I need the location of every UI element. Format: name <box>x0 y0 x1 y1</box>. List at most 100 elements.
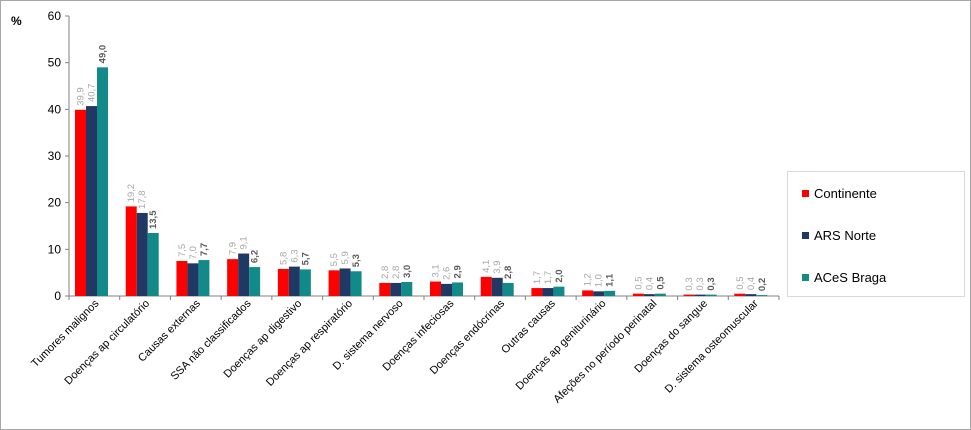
y-tick-label: 50 <box>48 56 62 70</box>
bar-aces-braga <box>147 233 159 296</box>
legend-item-aces-braga: ACeS Braga <box>802 269 887 285</box>
data-label: 0,4 <box>644 277 655 290</box>
bar-aces-braga <box>350 271 362 296</box>
y-tick-label: 30 <box>48 149 62 163</box>
bar-continente <box>582 290 594 296</box>
data-label: 39,9 <box>76 87 87 106</box>
data-label: 0,3 <box>706 277 717 290</box>
y-tick-label: 20 <box>48 196 62 210</box>
data-label: 3,0 <box>402 265 413 278</box>
data-label: 0,3 <box>695 277 706 290</box>
data-label: 5,3 <box>351 254 362 267</box>
data-label: 7,9 <box>228 242 239 255</box>
y-axis-label: % <box>11 14 22 28</box>
data-label: 3,1 <box>431 264 442 277</box>
data-label: 0,4 <box>746 277 757 290</box>
bar-aces-braga <box>401 282 413 296</box>
bar-ars-norte <box>339 268 351 296</box>
bar-aces-braga <box>654 293 666 296</box>
legend-label-aces-braga: ACeS Braga <box>814 269 887 285</box>
data-label: 5,9 <box>340 251 351 264</box>
data-label: 1,0 <box>594 274 605 287</box>
bar-continente <box>632 293 644 296</box>
data-label: 4,1 <box>481 260 492 273</box>
data-label: 7,5 <box>177 244 188 257</box>
bar-ars-norte <box>86 106 97 296</box>
bar-continente <box>734 293 746 296</box>
data-label: 0,2 <box>757 278 768 291</box>
data-label: 3,9 <box>492 261 503 274</box>
bar-continente <box>328 270 340 296</box>
bar-ars-norte <box>542 288 554 296</box>
data-label: 7,0 <box>188 246 199 259</box>
data-label: 6,2 <box>250 250 261 263</box>
legend-swatch-ars-norte <box>802 231 809 239</box>
bar-continente <box>480 276 492 296</box>
bar-ars-norte <box>238 253 250 296</box>
bar-ars-norte <box>643 294 655 296</box>
data-label: 1,7 <box>543 271 554 284</box>
legend-label-continente: Continente <box>814 185 877 201</box>
data-label: 17,8 <box>137 190 148 209</box>
bar-aces-braga <box>604 290 616 296</box>
x-tick-label: Afeções no período perinatal <box>551 298 659 406</box>
data-label: 5,5 <box>329 253 340 266</box>
bar-continente <box>277 268 289 296</box>
bar-ars-norte <box>441 283 452 296</box>
bar-aces-braga <box>452 282 463 296</box>
bar-ars-norte <box>593 291 605 296</box>
bar-ars-norte <box>390 282 402 296</box>
data-label: 1,7 <box>532 271 543 284</box>
bar-ars-norte <box>136 212 148 296</box>
legend-label-ars-norte: ARS Norte <box>814 227 877 243</box>
data-label: 9,1 <box>239 236 250 249</box>
x-tick-label: Doenças ap circulatório <box>62 298 152 388</box>
bar-aces-braga <box>705 294 717 296</box>
bar-continente <box>379 282 391 296</box>
legend-swatch-aces-braga <box>802 273 809 281</box>
x-tick-label: Doenças ap geniturinário <box>514 298 609 393</box>
bar-continente <box>125 206 137 296</box>
bar-ars-norte <box>491 277 503 296</box>
x-tick-label: Doenças ap respiratório <box>264 298 355 389</box>
data-label: 19,2 <box>126 184 137 203</box>
legend: Continente ARS Norte ACeS Braga <box>787 171 965 297</box>
data-label: 0,3 <box>684 277 695 290</box>
data-label: 1,1 <box>605 273 616 287</box>
legend-swatch-continente <box>802 189 809 197</box>
data-label: 49,0 <box>98 45 109 64</box>
data-label: 0,5 <box>633 276 644 289</box>
y-tick-label: 60 <box>48 9 62 23</box>
bar-aces-braga <box>756 295 768 296</box>
data-label: 2,6 <box>442 267 453 280</box>
data-label: 7,7 <box>199 243 210 256</box>
bar-ars-norte <box>288 266 300 296</box>
bar-continente <box>430 281 441 296</box>
y-tick-label: 40 <box>48 102 62 116</box>
data-label: 2,8 <box>380 266 391 279</box>
bar-aces-braga <box>299 269 311 296</box>
bar-aces-braga <box>502 282 514 296</box>
bar-continente <box>75 109 86 296</box>
bar-aces-braga <box>249 267 261 296</box>
bar-aces-braga <box>97 67 108 296</box>
bar-continente <box>176 261 188 296</box>
data-label: 2,8 <box>503 266 514 279</box>
legend-item-continente: Continente <box>802 185 877 201</box>
data-label: 2,9 <box>453 265 464 278</box>
data-label: 5,7 <box>300 252 311 265</box>
data-label: 1,2 <box>583 273 594 286</box>
bar-aces-braga <box>198 260 210 296</box>
data-label: 6,3 <box>289 249 300 262</box>
legend-item-ars-norte: ARS Norte <box>802 227 877 243</box>
bar-continente <box>531 288 543 296</box>
bar-ars-norte <box>745 294 757 296</box>
bar-ars-norte <box>187 263 199 296</box>
y-tick-label: 0 <box>54 289 61 303</box>
data-label: 2,0 <box>554 269 565 282</box>
data-label: 0,5 <box>655 276 666 290</box>
bar-continente <box>683 294 695 296</box>
data-label: 5,8 <box>278 252 289 265</box>
bar-continente <box>227 259 239 296</box>
